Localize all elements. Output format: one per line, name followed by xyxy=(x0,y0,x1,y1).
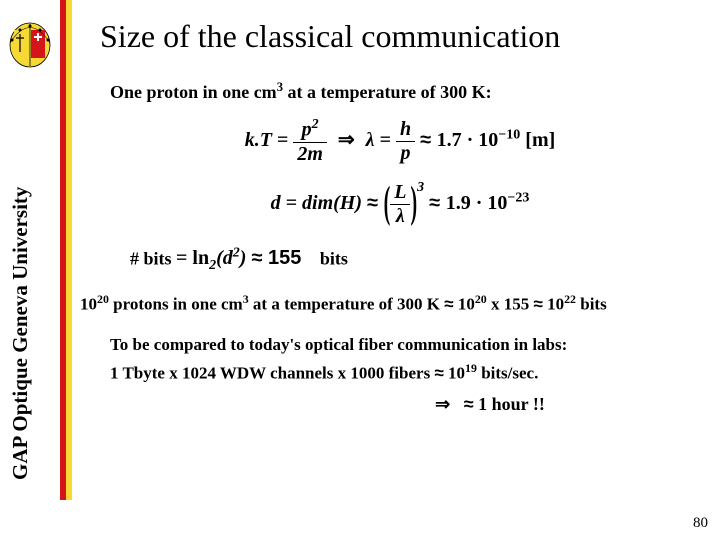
eq2-den: λ xyxy=(390,205,410,228)
fiber-a: 1 Tbyte x 1024 WDW channels x 1000 fiber… xyxy=(110,364,434,383)
intro-text-a: One proton in one cm xyxy=(110,82,277,102)
bits-paren-close: ) xyxy=(240,247,247,269)
eq2-lhs: d = dim(H) xyxy=(271,192,362,214)
p-exp1: 20 xyxy=(97,292,109,306)
protons-line: 1020 protons in one cm3 at a temperature… xyxy=(80,292,710,315)
eq2-val: 1.9 · 10 xyxy=(446,192,508,214)
eq2-valexp: −23 xyxy=(507,190,529,205)
p-mid2: at a temperature of 300 K xyxy=(249,295,445,314)
eq2-num: L xyxy=(390,181,410,205)
bits-hash: # bits xyxy=(130,248,172,268)
geneva-crest-icon xyxy=(6,18,54,68)
eq1-den2: p xyxy=(396,142,415,165)
eq1-val: 1.7 · 10 xyxy=(437,129,499,151)
eq1-exp: −10 xyxy=(498,127,520,142)
eq1-den1: 2m xyxy=(293,143,327,166)
page-number: 80 xyxy=(693,515,708,532)
hour-text: 1 hour !! xyxy=(474,394,545,414)
left-stripe xyxy=(60,0,72,500)
hour-approx: ≈ xyxy=(464,394,474,414)
fiber-c: bits/sec. xyxy=(477,364,538,383)
compare-line: To be compared to today's optical fiber … xyxy=(110,335,710,355)
p-exp2: 20 xyxy=(475,292,487,306)
bits-line: # bits = ln2(d2) ≈ 155 bits xyxy=(130,246,710,275)
fiber-line: 1 Tbyte x 1024 WDW channels x 1000 fiber… xyxy=(110,361,710,384)
eq1-num1: p xyxy=(302,119,312,141)
stripe-yellow xyxy=(66,0,72,500)
bits-trail: bits xyxy=(320,248,348,268)
slide-content: One proton in one cm 3 at a temperature o… xyxy=(90,80,710,415)
bits-expr: = ln xyxy=(176,247,209,269)
intro-text-b: at a temperature of 300 K: xyxy=(283,82,492,102)
p-a2: ≈ xyxy=(534,295,543,314)
slide-title: Size of the classical communication xyxy=(100,18,560,55)
eq1-unit: [m] xyxy=(525,129,555,151)
p-t3: 10 xyxy=(543,295,564,314)
vertical-affiliation-label: GAP Optique Geneva University xyxy=(8,187,33,480)
fiber-b: 10 xyxy=(444,364,465,383)
equation-2: d = dim(H) ≈ (Lλ)3 ≈ 1.9 · 10−23 xyxy=(90,180,710,228)
p-t2: x 155 xyxy=(487,295,534,314)
equation-1: k.T = p22m ⇒ λ = hp ≈ 1.7 · 10−10 [m] xyxy=(90,117,710,166)
hour-arrow: ⇒ xyxy=(435,394,450,414)
eq1-lhs: k.T xyxy=(245,129,272,151)
p-t1: 10 xyxy=(454,295,475,314)
p-a1: ≈ xyxy=(444,295,453,314)
bits-approx: ≈ 155 xyxy=(251,247,301,269)
p-pre: 10 xyxy=(80,295,97,314)
fiber-approx: ≈ xyxy=(434,364,443,383)
fiber-exp: 19 xyxy=(465,361,477,375)
p-mid: protons in one cm xyxy=(109,295,243,314)
eq1-lambda: λ xyxy=(366,129,375,151)
bits-paren-sup: 2 xyxy=(233,246,240,261)
p-exp3: 22 xyxy=(564,292,576,306)
intro-line: One proton in one cm3 at a temperature o… xyxy=(110,80,710,103)
eq2-exp: 3 xyxy=(417,180,424,195)
hour-line: ⇒ ≈ 1 hour !! xyxy=(270,394,710,415)
p-t4: bits xyxy=(576,295,607,314)
eq1-num1-sup: 2 xyxy=(312,117,319,132)
eq1-num2: h xyxy=(396,118,415,142)
bits-paren: (d xyxy=(216,247,233,269)
